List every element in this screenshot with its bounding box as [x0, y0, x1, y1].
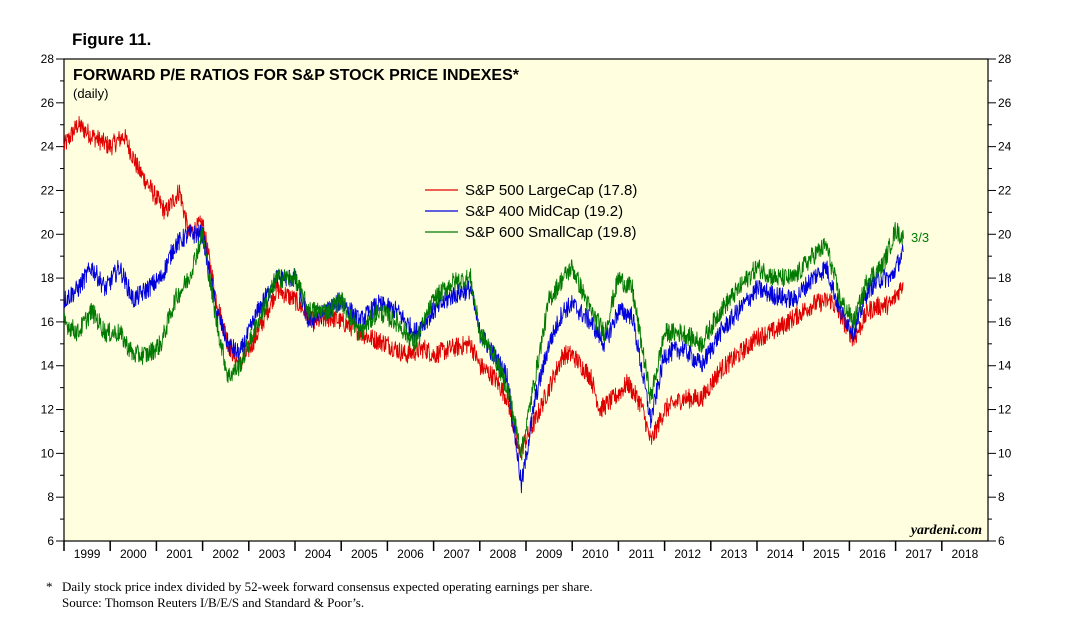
series-line-sp600: [63, 222, 904, 461]
y-tick-label-right: 26: [998, 96, 1012, 110]
x-tick-label: 2015: [813, 547, 840, 561]
y-axis-ticks: 6 6 8 8 10 10 12 12 14 14 16 16 18 18 20 20 22 22 24 24 26 26…: [41, 52, 1012, 548]
footnote-star: *: [46, 579, 53, 594]
x-tick-label: 2016: [859, 547, 886, 561]
x-tick-label: 2006: [397, 547, 424, 561]
y-tick-label-left: 26: [41, 96, 55, 110]
footnote-line-1: * Daily stock price index divided by 52-w…: [46, 579, 593, 594]
latest-date-annotation: 3/3: [911, 230, 929, 245]
y-tick-label-right: 28: [998, 52, 1012, 66]
x-tick-label: 2012: [674, 547, 701, 561]
y-tick-label-right: 12: [998, 403, 1012, 417]
y-tick-label-left: 16: [41, 315, 55, 329]
legend-label-sp400: S&P 400 MidCap (19.2): [465, 203, 623, 220]
chart-title: FORWARD P/E RATIOS FOR S&P STOCK PRICE I…: [73, 67, 520, 84]
chart-subtitle: (daily): [73, 86, 108, 101]
figure-label: Figure 11.: [72, 30, 152, 49]
series-layer: [63, 115, 904, 494]
x-tick-label: 2007: [443, 547, 470, 561]
watermark: yardeni.com: [909, 523, 982, 538]
x-tick-label: 2017: [905, 547, 932, 561]
x-tick-label: 2013: [721, 547, 748, 561]
legend-label-sp500: S&P 500 LargeCap (17.8): [465, 182, 637, 199]
x-tick-label: 2000: [120, 547, 147, 561]
y-tick-label-left: 10: [41, 446, 55, 460]
x-tick-label: 2010: [582, 547, 609, 561]
footnote-line-2: Source: Thomson Reuters I/B/E/S and Stan…: [62, 595, 365, 610]
y-tick-label-left: 22: [41, 183, 55, 197]
x-tick-label: 2003: [259, 547, 286, 561]
y-tick-label-left: 12: [41, 403, 55, 417]
plot-background: [63, 58, 989, 542]
y-tick-label-right: 16: [998, 315, 1012, 329]
y-tick-label-right: 6: [998, 534, 1005, 548]
y-tick-label-left: 14: [41, 359, 55, 373]
y-tick-label-right: 10: [998, 446, 1012, 460]
x-tick-label: 2018: [952, 547, 979, 561]
y-tick-label-right: 22: [998, 183, 1012, 197]
x-tick-label: 2009: [536, 547, 563, 561]
chart-legend: S&P 500 LargeCap (17.8) S&P 400 MidCap (1…: [425, 182, 637, 241]
x-axis: 1999 2000 2001 2002 2003 2004 2005 2006 2007 2008…: [63, 541, 979, 561]
y-tick-label-right: 14: [998, 359, 1012, 373]
y-tick-label-right: 18: [998, 271, 1012, 285]
x-tick-label: 2004: [305, 547, 332, 561]
x-tick-label: 2005: [351, 547, 378, 561]
y-tick-label-left: 20: [41, 227, 55, 241]
x-tick-label: 1999: [74, 547, 101, 561]
pe-ratio-chart: 6 6 8 8 10 10 12 12 14 14 16 16 18 18 20 20 22 22 24 24 26 26…: [41, 52, 1012, 561]
x-tick-label: 2001: [166, 547, 193, 561]
x-tick-label: 2002: [212, 547, 239, 561]
x-tick-label: 2011: [629, 547, 655, 561]
x-tick-label: 2014: [767, 547, 794, 561]
y-tick-label-right: 8: [998, 490, 1005, 504]
y-tick-label-right: 24: [998, 140, 1012, 154]
y-tick-label-left: 6: [47, 534, 54, 548]
y-tick-label-right: 20: [998, 227, 1012, 241]
y-tick-label-left: 8: [47, 490, 54, 504]
y-tick-label-left: 24: [41, 140, 55, 154]
legend-label-sp600: S&P 600 SmallCap (19.8): [465, 224, 636, 241]
y-tick-label-left: 18: [41, 271, 55, 285]
x-tick-label: 2008: [490, 547, 517, 561]
y-tick-label-left: 28: [41, 52, 55, 66]
footnote: * Daily stock price index divided by 52-w…: [46, 579, 593, 611]
